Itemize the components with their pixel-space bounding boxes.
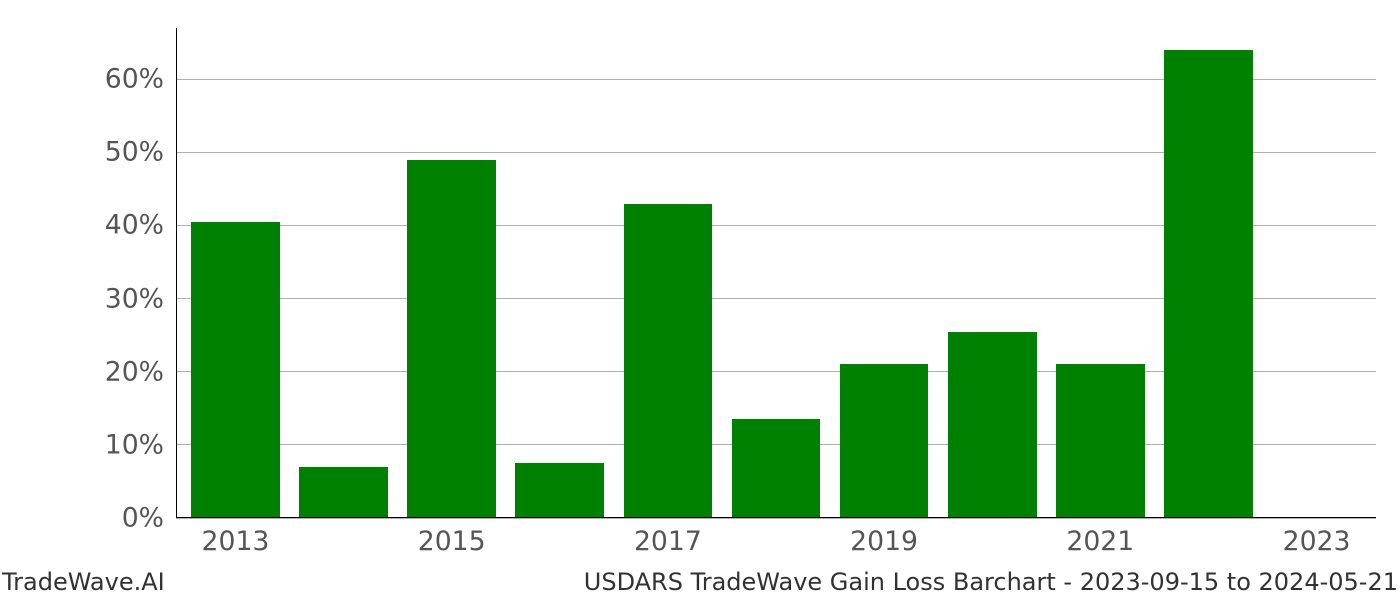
x-tick-label: 2023 [1283, 526, 1351, 557]
y-tick-label: 20% [74, 356, 164, 387]
footer-right-text: USDARS TradeWave Gain Loss Barchart - 20… [584, 568, 1398, 596]
x-tick-label: 2013 [202, 526, 270, 557]
y-tick-label: 40% [74, 210, 164, 241]
bar [624, 204, 713, 518]
y-tick-label: 10% [74, 429, 164, 460]
x-tick-label: 2021 [1066, 526, 1134, 557]
bar [407, 160, 496, 518]
x-axis-line [176, 517, 1376, 518]
figure: 0% 10% 20% 30% 40% 50% 60% 2013 2015 2017 2019 2021… [0, 0, 1400, 600]
bar [948, 332, 1037, 518]
bar [732, 419, 821, 518]
plot-area: 0%10%20%30%40%50%60%20132015201720192021… [176, 28, 1376, 518]
x-tick-label: 2017 [634, 526, 702, 557]
bar [1056, 364, 1145, 518]
bar [515, 463, 604, 518]
y-tick-label: 0% [74, 503, 164, 534]
bar [299, 467, 388, 518]
y-tick-label: 60% [74, 64, 164, 95]
bar [840, 364, 929, 518]
y-tick-label: 50% [74, 137, 164, 168]
footer-left-text: TradeWave.AI [2, 568, 165, 596]
y-tick-label: 30% [74, 283, 164, 314]
x-tick-label: 2019 [850, 526, 918, 557]
y-axis-line [176, 28, 177, 518]
bar [1164, 50, 1253, 518]
bar [191, 222, 280, 518]
x-tick-label: 2015 [418, 526, 486, 557]
